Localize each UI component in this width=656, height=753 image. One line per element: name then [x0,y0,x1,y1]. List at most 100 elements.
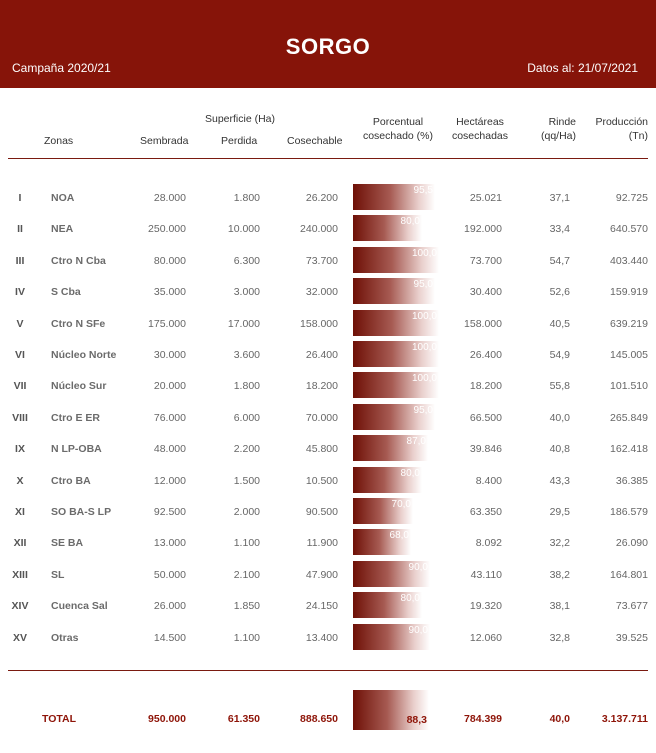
row-sembrada: 14.500 [153,631,186,644]
row-id: IX [15,443,25,456]
table-row: XII SE BA 13.000 1.100 11.900 8.092 32,2 26.090… [0,526,656,558]
total-perdida: 61.350 [227,713,260,725]
pct-label: 87,0 [406,436,426,448]
table-row: XV Otras 14.500 1.100 13.400 12.060 32,8 39.525… [0,621,656,653]
row-cosechable: 90.500 [305,506,338,518]
row-zona: NOA [51,192,75,204]
row-rinde: 40,0 [549,411,570,424]
col-header-rinde: Rinde (qq/Ha) [532,115,576,143]
row-hectareas: 26.400 [469,349,502,361]
row-cosechable: 24.150 [305,600,338,613]
total-rinde: 40,0 [549,713,570,725]
row-perdida: 3.600 [233,349,260,361]
table-row: XIV Cuenca Sal 26.000 1.850 24.150 19.320 38,1… [0,589,656,621]
row-hectareas: 63.350 [469,506,502,518]
row-zona: SE BA [51,537,84,550]
row-produccion: 640.570 [610,223,648,236]
header-divider [8,158,648,159]
row-rinde: 54,7 [549,254,570,267]
row-sembrada: 30.000 [153,349,186,361]
table-row: VIII Ctro E ER 76.000 6.000 70.000 66.500 40,0… [0,401,656,433]
pct-label: 95,0 [413,279,433,291]
row-hectareas: 30.400 [469,286,502,299]
row-hectareas: 8.092 [475,537,502,550]
total-divider [8,670,648,671]
row-zona: SO BA-S LP [51,506,112,518]
row-cosechable: 70.000 [305,411,338,424]
pct-label: 100,0 [411,373,437,385]
row-perdida: 2.000 [233,506,260,518]
campaign-label: Campaña 2020/21 [12,61,111,75]
total-pct-label: 88,3 [406,714,427,726]
row-rinde: 32,2 [549,537,570,550]
page-title: SORGO [285,34,371,59]
row-hectareas: 66.500 [469,411,502,424]
row-produccion: 265.849 [610,411,648,424]
total-pct-bar [353,690,429,730]
pct-bar [353,246,439,273]
row-produccion: 639.219 [610,317,648,330]
table-row: IV S Cba 35.000 3.000 32.000 30.400 52,6 159.91… [0,275,656,307]
total-cosechable: 888.650 [300,713,338,725]
row-produccion: 101.510 [610,380,648,393]
row-id: V [16,317,24,330]
row-id: III [15,254,25,267]
col-header-hectareas: Hectáreas cosechadas [448,115,512,143]
pct-label: 100,0 [411,310,437,322]
pct-bar [353,498,413,524]
row-rinde: 29,5 [549,506,570,518]
pct-bar [353,215,422,242]
table-row: XIII SL 50.000 2.100 47.900 43.110 38,2 164.801… [0,558,656,590]
col-header-produccion-line1: Producción [595,116,648,128]
col-header-porcentual-line2: cosechado (%) [362,130,434,142]
table-row: X Ctro BA 12.000 1.500 10.500 8.400 43,3 36.385… [0,464,656,496]
row-rinde: 38,2 [549,568,570,581]
row-rinde: 43,3 [549,474,570,487]
row-rinde: 33,4 [549,223,570,236]
row-id: IV [15,286,25,299]
table-row: VII Núcleo Sur 20.000 1.800 18.200 18.200 55,8… [0,369,656,401]
row-cosechable: 26.400 [305,349,338,361]
row-rinde: 55,8 [549,380,570,393]
row-produccion: 73.677 [615,600,648,613]
row-zona: NEA [51,223,74,236]
row-cosechable: 26.200 [305,192,338,204]
row-produccion: 26.090 [615,537,648,550]
col-header-superficie: Superficie (Ha) [204,113,276,125]
row-perdida: 2.200 [233,443,260,456]
row-id: XII [13,537,27,550]
col-header-hectareas-line1: Hectáreas [456,116,504,128]
pct-bar [353,560,430,587]
row-produccion: 39.525 [615,631,648,644]
row-sembrada: 92.500 [153,506,186,518]
row-rinde: 40,5 [549,317,570,330]
row-cosechable: 11.900 [306,537,338,550]
row-perdida: 6.000 [233,411,260,424]
row-perdida: 2.100 [233,568,260,581]
pct-bar [353,623,430,650]
row-rinde: 54,9 [549,349,570,361]
row-id: II [17,223,23,236]
pct-label: 80,0 [400,467,420,479]
row-rinde: 52,6 [549,286,570,299]
row-hectareas: 158.000 [464,317,502,330]
row-cosechable: 158.000 [300,317,338,330]
row-zona: Otras [51,631,79,644]
row-sembrada: 12.000 [153,474,186,487]
row-hectareas: 73.700 [469,254,502,267]
row-rinde: 37,1 [549,192,570,204]
pct-bar [353,435,428,462]
row-produccion: 164.801 [610,568,648,581]
pct-bar [353,341,439,367]
row-id: XIV [11,600,29,613]
table-row: III Ctro N Cba 80.000 6.300 73.700 73.700 54,7… [0,244,656,276]
row-sembrada: 35.000 [153,286,186,299]
row-cosechable: 47.900 [305,568,338,581]
table-row: V Ctro N SFe 175.000 17.000 158.000 158.000 40… [0,307,656,339]
col-header-porcentual: Porcentual cosechado (%) [352,115,444,143]
pct-bar [353,403,435,430]
row-id: VI [15,349,25,361]
row-sembrada: 13.000 [153,537,186,550]
row-zona: Ctro BA [51,474,91,487]
pct-bar [353,529,411,556]
